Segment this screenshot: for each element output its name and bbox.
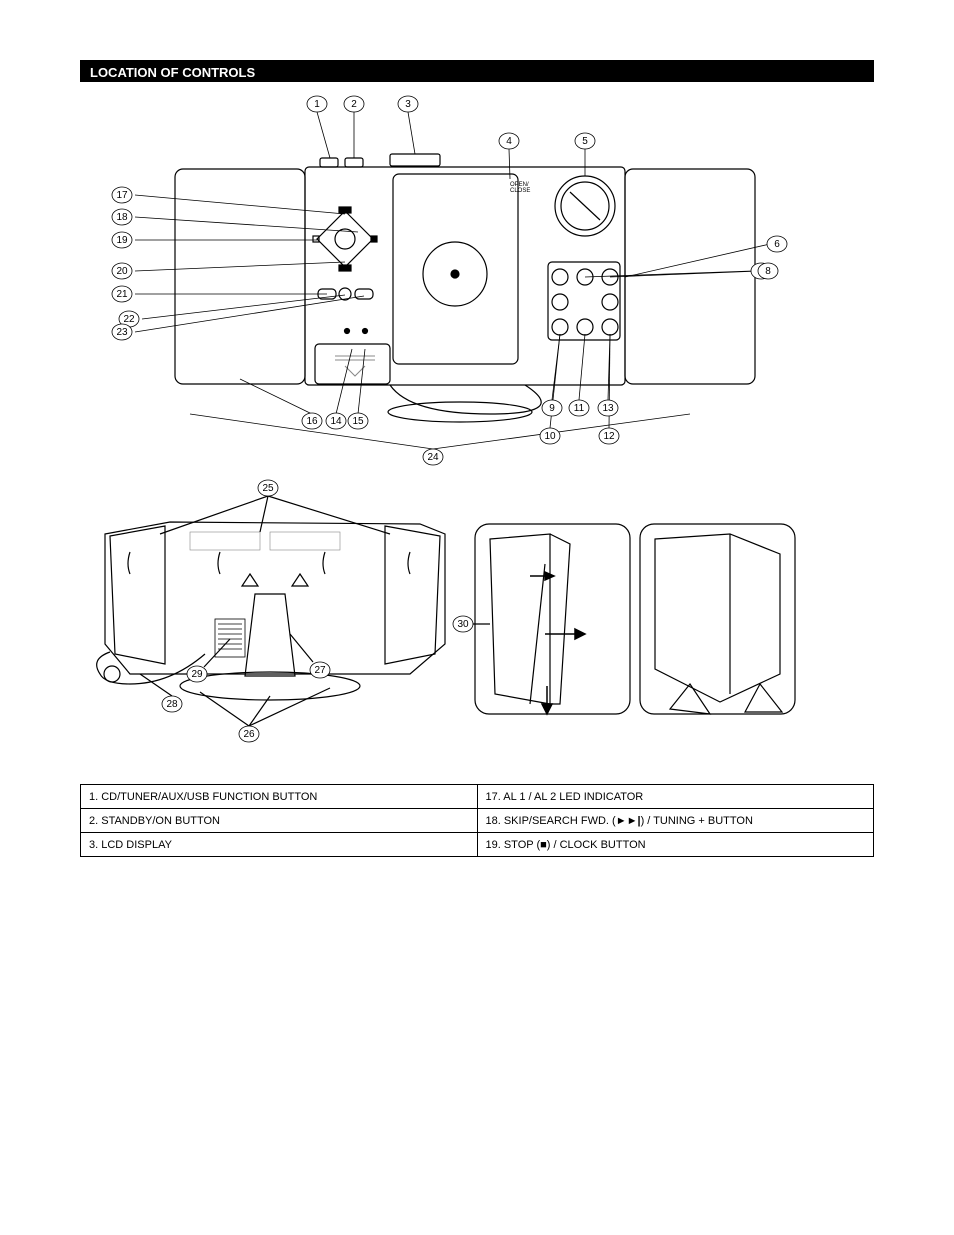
svg-text:CLOSE: CLOSE bbox=[510, 188, 530, 194]
table-cell: 18. SKIP/SEARCH FWD. (►►|) / TUNING + BU… bbox=[477, 809, 874, 833]
svg-text:16: 16 bbox=[306, 416, 318, 427]
table-row: 2. STANDBY/ON BUTTON18. SKIP/SEARCH FWD.… bbox=[81, 809, 874, 833]
callout-13: 13 bbox=[598, 400, 618, 416]
svg-text:29: 29 bbox=[191, 669, 203, 680]
callout-4: 4 bbox=[499, 133, 519, 149]
controls-table: 1. CD/TUNER/AUX/USB FUNCTION BUTTON17. A… bbox=[80, 784, 874, 857]
callout-12: 12 bbox=[599, 428, 619, 444]
callout-18: 18 bbox=[112, 209, 132, 225]
callout-5: 5 bbox=[575, 133, 595, 149]
svg-text:4: 4 bbox=[506, 136, 512, 147]
svg-text:2: 2 bbox=[351, 99, 357, 110]
table-row: 1. CD/TUNER/AUX/USB FUNCTION BUTTON17. A… bbox=[81, 785, 874, 809]
stop-icon: ■ bbox=[540, 839, 547, 851]
svg-text:13: 13 bbox=[602, 403, 614, 414]
svg-text:15: 15 bbox=[352, 416, 364, 427]
svg-text:25: 25 bbox=[262, 483, 274, 494]
diagram-container: OPEN/ CLOSE bbox=[80, 94, 874, 754]
svg-text:14: 14 bbox=[330, 416, 342, 427]
callout-29: 29 bbox=[187, 666, 207, 682]
svg-text:6: 6 bbox=[774, 239, 780, 250]
svg-text:26: 26 bbox=[243, 729, 255, 740]
callout-8: 8 bbox=[758, 263, 778, 279]
callout-19: 19 bbox=[112, 232, 132, 248]
svg-text:19: 19 bbox=[116, 235, 128, 246]
table-cell: 17. AL 1 / AL 2 LED INDICATOR bbox=[477, 785, 874, 809]
callout-27: 27 bbox=[310, 662, 330, 678]
callout-26: 26 bbox=[239, 726, 259, 742]
callout-30: 30 bbox=[453, 616, 473, 632]
svg-text:28: 28 bbox=[166, 699, 178, 710]
svg-text:24: 24 bbox=[427, 452, 439, 463]
callout-2: 2 bbox=[344, 96, 364, 112]
callout-16: 16 bbox=[302, 413, 322, 429]
table-cell: 19. STOP (■) / CLOCK BUTTON bbox=[477, 833, 874, 857]
callout-15: 15 bbox=[348, 413, 368, 429]
front-diagram: OPEN/ CLOSE bbox=[80, 94, 874, 474]
callout-24: 24 bbox=[423, 449, 443, 465]
callout-10: 10 bbox=[540, 428, 560, 444]
callout-21: 21 bbox=[112, 286, 132, 302]
svg-text:17: 17 bbox=[116, 190, 128, 201]
rear-diagram: 25 26 27 28 29 30 bbox=[80, 474, 874, 754]
svg-text:8: 8 bbox=[765, 266, 771, 277]
svg-text:18: 18 bbox=[116, 212, 128, 223]
section-header-bar: LOCATION OF CONTROLS bbox=[80, 60, 874, 82]
svg-text:1: 1 bbox=[314, 99, 320, 110]
table-cell: 3. LCD DISPLAY bbox=[81, 833, 478, 857]
callout-11: 11 bbox=[569, 400, 589, 416]
svg-text:22: 22 bbox=[123, 314, 135, 325]
callout-25: 25 bbox=[258, 480, 278, 496]
svg-text:27: 27 bbox=[314, 665, 326, 676]
callout-9: 9 bbox=[542, 400, 562, 416]
svg-text:5: 5 bbox=[582, 136, 588, 147]
svg-text:9: 9 bbox=[549, 403, 555, 414]
callout-23: 23 bbox=[112, 324, 132, 340]
svg-text:20: 20 bbox=[116, 266, 128, 277]
callout-3: 3 bbox=[398, 96, 418, 112]
table-cell: 2. STANDBY/ON BUTTON bbox=[81, 809, 478, 833]
svg-text:10: 10 bbox=[544, 431, 556, 442]
svg-text:12: 12 bbox=[603, 431, 615, 442]
callout-17: 17 bbox=[112, 187, 132, 203]
svg-text:11: 11 bbox=[574, 403, 585, 414]
svg-text:3: 3 bbox=[405, 99, 411, 110]
callout-1: 1 bbox=[307, 96, 327, 112]
table-cell: 1. CD/TUNER/AUX/USB FUNCTION BUTTON bbox=[81, 785, 478, 809]
svg-text:21: 21 bbox=[116, 289, 128, 300]
section-header-title: LOCATION OF CONTROLS bbox=[84, 62, 261, 83]
skip-forward-icon: ►►| bbox=[616, 815, 641, 827]
callout-6: 6 bbox=[767, 236, 787, 252]
table-row: 3. LCD DISPLAY19. STOP (■) / CLOCK BUTTO… bbox=[81, 833, 874, 857]
callout-20: 20 bbox=[112, 263, 132, 279]
callout-28: 28 bbox=[162, 696, 182, 712]
svg-text:23: 23 bbox=[116, 327, 128, 338]
svg-text:30: 30 bbox=[457, 619, 469, 630]
callout-14: 14 bbox=[326, 413, 346, 429]
